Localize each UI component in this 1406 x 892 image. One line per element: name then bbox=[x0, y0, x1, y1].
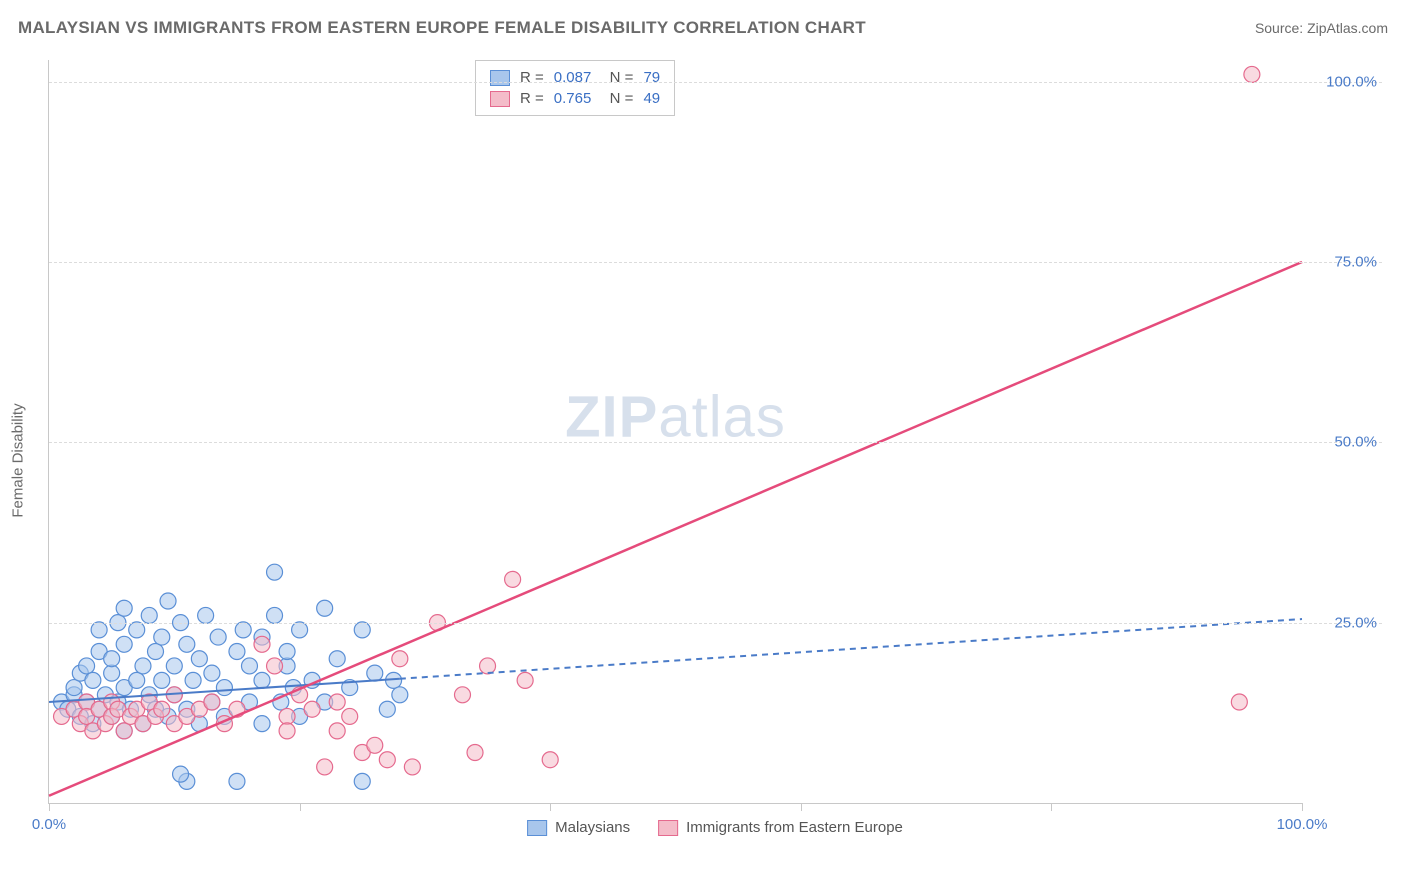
legend-swatch-2 bbox=[658, 820, 678, 836]
chart-container: Female Disability ZIPatlas R = 0.087 N =… bbox=[48, 60, 1382, 844]
stats-box: R = 0.087 N = 79 R = 0.765 N = 49 bbox=[475, 60, 675, 116]
r-value-1: 0.087 bbox=[554, 69, 592, 86]
legend-item-1: Malaysians bbox=[527, 819, 630, 836]
y-axis-label: Female Disability bbox=[10, 403, 27, 517]
y-tick-label: 100.0% bbox=[1326, 73, 1377, 90]
chart-title: MALAYSIAN VS IMMIGRANTS FROM EASTERN EUR… bbox=[18, 18, 866, 38]
swatch-series2 bbox=[490, 91, 510, 107]
legend-label-2: Immigrants from Eastern Europe bbox=[686, 819, 903, 836]
source-label: Source: ZipAtlas.com bbox=[1255, 20, 1388, 36]
y-tick-label: 75.0% bbox=[1334, 253, 1377, 270]
legend-label-1: Malaysians bbox=[555, 819, 630, 836]
n-value-2: 49 bbox=[643, 90, 660, 107]
n-value-1: 79 bbox=[643, 69, 660, 86]
legend-item-2: Immigrants from Eastern Europe bbox=[658, 819, 903, 836]
stats-row-1: R = 0.087 N = 79 bbox=[490, 67, 660, 88]
y-tick-label: 50.0% bbox=[1334, 434, 1377, 451]
scatter-svg bbox=[49, 60, 1302, 803]
x-tick-label: 0.0% bbox=[32, 816, 66, 833]
plot-area: ZIPatlas R = 0.087 N = 79 R = 0.765 N = … bbox=[48, 60, 1302, 804]
y-tick-label: 25.0% bbox=[1334, 614, 1377, 631]
legend: Malaysians Immigrants from Eastern Europ… bbox=[527, 819, 903, 836]
stats-row-2: R = 0.765 N = 49 bbox=[490, 88, 660, 109]
legend-swatch-1 bbox=[527, 820, 547, 836]
swatch-series1 bbox=[490, 70, 510, 86]
r-value-2: 0.765 bbox=[554, 90, 592, 107]
x-tick-label: 100.0% bbox=[1277, 816, 1328, 833]
